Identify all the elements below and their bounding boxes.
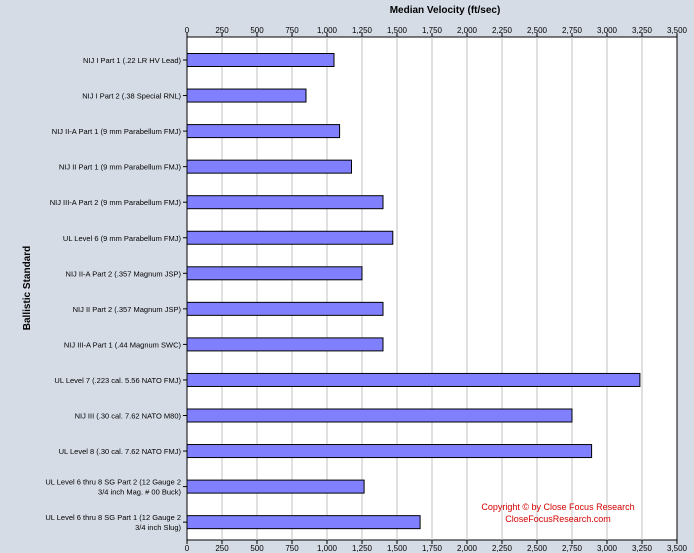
- bar: [186, 408, 573, 423]
- bars: [186, 53, 641, 530]
- x-tick-label-top: 3,500: [667, 26, 688, 35]
- axis-ticks: 0 0 250 250 500 500 750 750 1,000 1,000 1,250 1,250…: [183, 26, 688, 553]
- x-tick-label-bottom: 2,250: [492, 544, 513, 553]
- category-label: UL Level 6 (9 mm Parabellum FMJ): [63, 234, 182, 243]
- bar: [186, 444, 593, 459]
- category-label: UL Level 8 (.30 cal. 7.62 NATO FMJ): [59, 447, 182, 456]
- bar: [186, 159, 352, 174]
- x-tick-label-bottom: 1,750: [422, 544, 443, 553]
- category-label: NIJ II Part 2 (.357 Magnum JSP): [73, 305, 182, 314]
- category-labels: NIJ I Part 1 (.22 LR HV Lead) NIJ I Part …: [45, 56, 181, 532]
- category-label: NIJ III (.30 cal. 7.62 NATO M80): [75, 412, 182, 421]
- bar: [186, 88, 307, 103]
- x-tick-label-top: 1,750: [422, 26, 443, 35]
- category-label: NIJ II-A Part 1 (9 mm Parabellum FMJ): [52, 127, 182, 136]
- x-tick-label-top: 2,500: [527, 26, 548, 35]
- x-tick-label-bottom: 3,000: [597, 544, 618, 553]
- x-tick-label-bottom: 2,000: [457, 544, 478, 553]
- bar: [186, 230, 394, 245]
- x-tick-label-top: 2,000: [457, 26, 478, 35]
- x-tick-label-top: 0: [185, 26, 190, 35]
- x-tick-label-bottom: 2,500: [527, 544, 548, 553]
- category-label: UL Level 7 (.223 cal. 5.56 NATO FMJ): [54, 376, 181, 385]
- bar: [186, 372, 641, 387]
- bar: [186, 301, 384, 316]
- x-axis-title: Median Velocity (ft/sec): [390, 5, 501, 16]
- x-tick-label-bottom: 1,000: [317, 544, 338, 553]
- copyright-line-1: Copyright © by Close Focus Research: [481, 502, 634, 512]
- bar: [186, 266, 363, 281]
- copyright-line-2: CloseFocusResearch.com: [505, 514, 611, 524]
- x-tick-label-top: 500: [250, 26, 264, 35]
- category-label: NIJ II-A Part 2 (.357 Magnum JSP): [66, 269, 182, 278]
- x-tick-label-bottom: 750: [285, 544, 299, 553]
- x-tick-label-top: 250: [215, 26, 229, 35]
- category-label: NIJ II Part 1 (9 mm Parabellum FMJ): [59, 163, 182, 172]
- bar: [186, 53, 335, 67]
- category-label: NIJ III-A Part 1 (.44 Magnum SWC): [64, 340, 182, 349]
- bar: [186, 515, 421, 530]
- x-tick-label-top: 750: [285, 26, 299, 35]
- x-tick-label-top: 1,500: [387, 26, 408, 35]
- x-tick-label-top: 1,000: [317, 26, 338, 35]
- category-label: NIJ I Part 1 (.22 LR HV Lead): [83, 56, 181, 65]
- x-tick-label-top: 3,250: [632, 26, 653, 35]
- x-tick-label-bottom: 3,500: [667, 544, 688, 553]
- x-tick-label-top: 2,250: [492, 26, 513, 35]
- x-tick-label-top: 3,000: [597, 26, 618, 35]
- bar: [186, 337, 384, 352]
- y-axis-title: Ballistic Standard: [22, 246, 33, 330]
- x-tick-label-bottom: 0: [185, 544, 190, 553]
- category-label: NIJ III-A Part 2 (9 mm Parabellum FMJ): [50, 198, 182, 207]
- bar: [186, 195, 384, 210]
- x-tick-label-bottom: 500: [250, 544, 264, 553]
- bar: [186, 124, 341, 139]
- x-tick-label-top: 1,250: [352, 26, 373, 35]
- x-tick-label-top: 2,750: [562, 26, 583, 35]
- x-tick-label-bottom: 2,750: [562, 544, 583, 553]
- x-tick-label-bottom: 1,250: [352, 544, 373, 553]
- category-label: NIJ I Part 2 (.38 Special RNL): [82, 92, 181, 101]
- x-tick-label-bottom: 1,500: [387, 544, 408, 553]
- x-tick-label-bottom: 250: [215, 544, 229, 553]
- bar: [186, 479, 365, 494]
- x-tick-label-bottom: 3,250: [632, 544, 653, 553]
